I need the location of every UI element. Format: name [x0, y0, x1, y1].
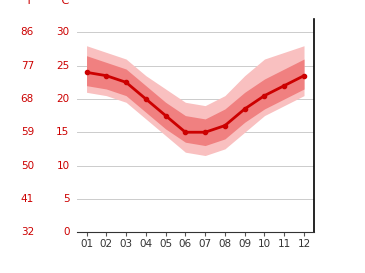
- Text: 30: 30: [57, 27, 69, 37]
- Text: 25: 25: [56, 61, 69, 71]
- Text: 50: 50: [21, 161, 34, 171]
- Text: 41: 41: [21, 194, 34, 204]
- Text: 59: 59: [21, 127, 34, 137]
- Text: 20: 20: [57, 94, 69, 104]
- Text: 5: 5: [63, 194, 69, 204]
- Text: 10: 10: [57, 161, 69, 171]
- Text: 77: 77: [21, 61, 34, 71]
- Text: 86: 86: [21, 27, 34, 37]
- Text: °F: °F: [22, 0, 34, 6]
- Text: 32: 32: [21, 227, 34, 237]
- Text: 0: 0: [63, 227, 69, 237]
- Text: °C: °C: [56, 0, 69, 6]
- Text: 68: 68: [21, 94, 34, 104]
- Text: 15: 15: [56, 127, 69, 137]
